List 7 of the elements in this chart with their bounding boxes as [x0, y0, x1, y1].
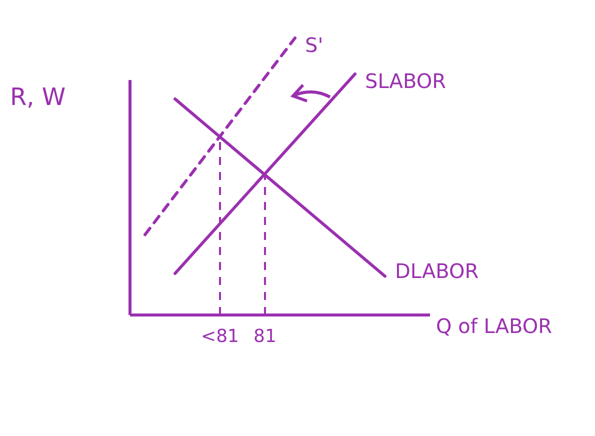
x-tick-label: <81 — [201, 326, 239, 347]
y-axis-title: R, W — [10, 83, 66, 111]
x-tick-label: 81 — [254, 326, 276, 347]
legend-label: SLABOR — [365, 69, 446, 94]
series-label: S' — [305, 33, 324, 57]
series-label: DLABOR — [395, 259, 479, 284]
x-axis-title: Q of LABOR — [436, 314, 552, 338]
